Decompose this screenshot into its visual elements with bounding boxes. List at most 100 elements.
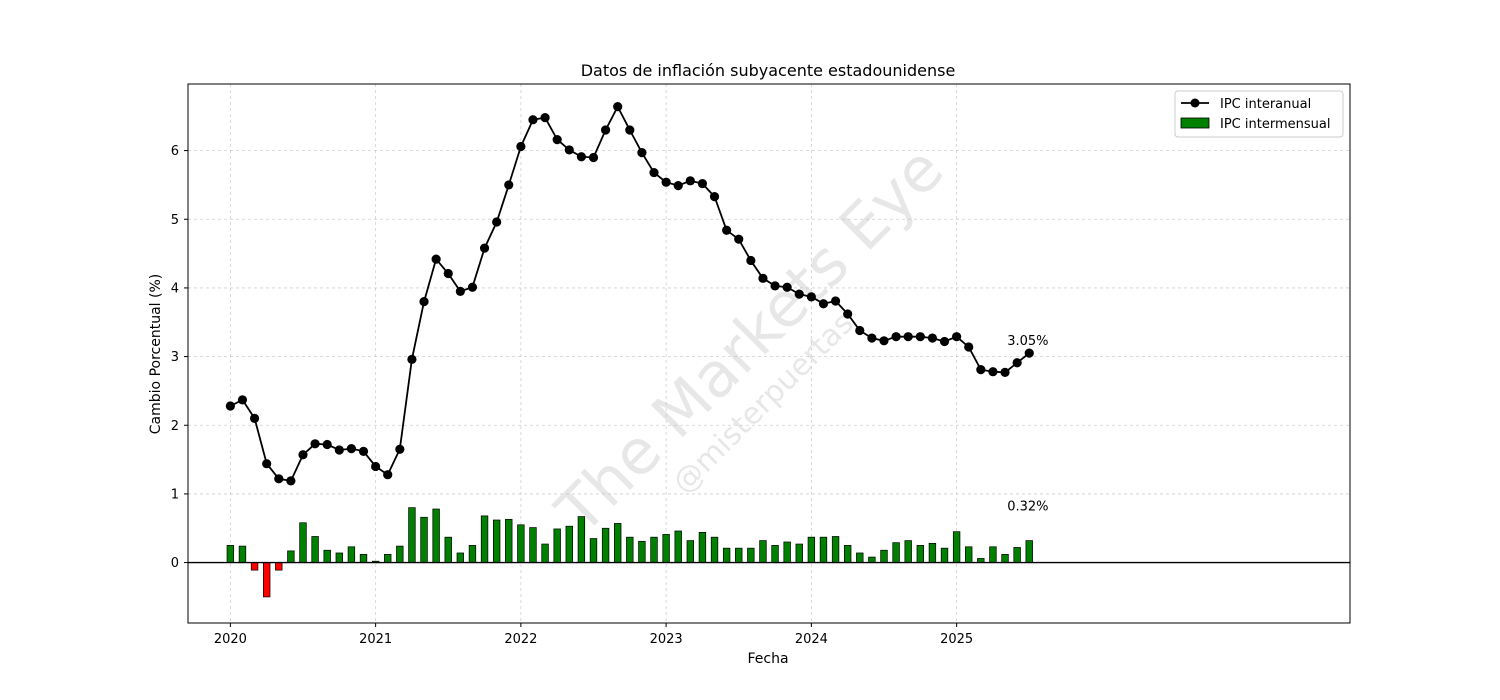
y-tick-label: 5	[171, 213, 179, 228]
bar	[347, 546, 356, 563]
line-point	[976, 365, 986, 375]
y-tick-label: 6	[171, 144, 179, 159]
line-point	[1000, 367, 1010, 377]
bar	[735, 547, 743, 563]
bar	[299, 522, 307, 563]
legend-box	[1174, 90, 1344, 138]
bar	[759, 540, 767, 563]
line-point	[286, 476, 296, 486]
line-point	[552, 135, 562, 145]
line-series	[225, 102, 1034, 486]
bar	[541, 543, 549, 563]
line-point	[964, 342, 974, 352]
bar	[565, 525, 573, 563]
bar	[396, 545, 404, 563]
y-tick-label: 4	[171, 281, 179, 296]
y-tick-label: 0	[171, 556, 179, 571]
line-point	[455, 286, 465, 296]
bar	[747, 547, 755, 563]
bar-series	[226, 507, 1033, 598]
bar	[226, 545, 235, 563]
bar	[710, 536, 719, 563]
line-point	[479, 243, 490, 253]
bar	[468, 545, 477, 563]
line-point	[891, 332, 901, 342]
line-point	[794, 289, 804, 299]
bar	[686, 540, 695, 563]
x-tick-label: 2024	[795, 632, 828, 647]
bar	[505, 518, 513, 563]
line-point	[431, 254, 441, 264]
y-axis-label: Cambio Porcentual (%)	[148, 274, 164, 434]
x-tick-label: 2022	[504, 632, 537, 647]
line-point	[649, 167, 659, 178]
line-point	[564, 145, 574, 155]
annotation-line-last: 3.05%	[1007, 334, 1048, 349]
line-point	[310, 439, 320, 449]
bar	[480, 515, 489, 563]
bar	[662, 534, 670, 563]
line-point	[830, 296, 841, 306]
x-axis-label: Fecha	[747, 651, 788, 667]
bar	[1013, 547, 1021, 563]
bar	[577, 516, 586, 563]
bar	[517, 524, 525, 563]
bar	[589, 538, 598, 563]
line-point	[576, 152, 586, 162]
line-point	[770, 281, 780, 291]
line-point	[467, 282, 478, 292]
bar	[335, 552, 343, 563]
line-point	[939, 336, 950, 347]
line-point	[225, 401, 235, 411]
bar	[831, 536, 840, 563]
line-point	[443, 268, 453, 279]
bar	[698, 532, 707, 563]
line-point	[818, 299, 829, 309]
line-point	[298, 450, 308, 460]
line-point	[661, 177, 671, 187]
line-point	[879, 336, 889, 346]
bar	[420, 516, 428, 563]
bar	[275, 562, 283, 571]
bar	[250, 562, 259, 571]
line-point	[806, 292, 816, 302]
line-point	[673, 181, 683, 191]
bar	[674, 530, 682, 563]
bar	[638, 540, 646, 563]
x-tick-label: 2025	[940, 632, 973, 647]
bar	[892, 542, 900, 563]
bar	[868, 556, 876, 563]
line-point	[637, 148, 647, 158]
legend-label-intermensual: IPC intermensual	[1220, 117, 1330, 132]
bar	[626, 536, 634, 563]
bar	[408, 507, 416, 563]
line-point	[915, 332, 925, 342]
annotation-bar-last: 0.32%	[1007, 500, 1048, 515]
line-point	[758, 273, 768, 283]
line-point	[419, 297, 429, 307]
bar	[819, 536, 828, 563]
bar	[989, 546, 997, 563]
line-point	[952, 332, 962, 342]
bar	[771, 545, 779, 563]
line-point	[600, 125, 611, 135]
axes: 0 1 2 3 4 5 6 2020 2021 2022 2023 2024 2025	[171, 83, 1351, 647]
line-point	[516, 141, 526, 152]
bar	[928, 543, 937, 563]
y-tick-label: 2	[171, 419, 179, 434]
line-point	[346, 443, 357, 454]
bar	[807, 536, 816, 563]
legend: IPC interanual IPC intermensual	[1174, 90, 1344, 138]
line-point	[1012, 358, 1022, 368]
y-tick-label: 3	[171, 350, 179, 365]
bar	[1001, 553, 1009, 563]
bar	[529, 527, 537, 563]
bar	[952, 531, 961, 563]
line-point	[782, 282, 792, 292]
bar	[323, 549, 331, 563]
chart-title: Datos de inflación subyacente estadounid…	[581, 61, 956, 80]
bar	[311, 536, 319, 563]
bar	[601, 527, 610, 563]
bar	[783, 541, 791, 563]
